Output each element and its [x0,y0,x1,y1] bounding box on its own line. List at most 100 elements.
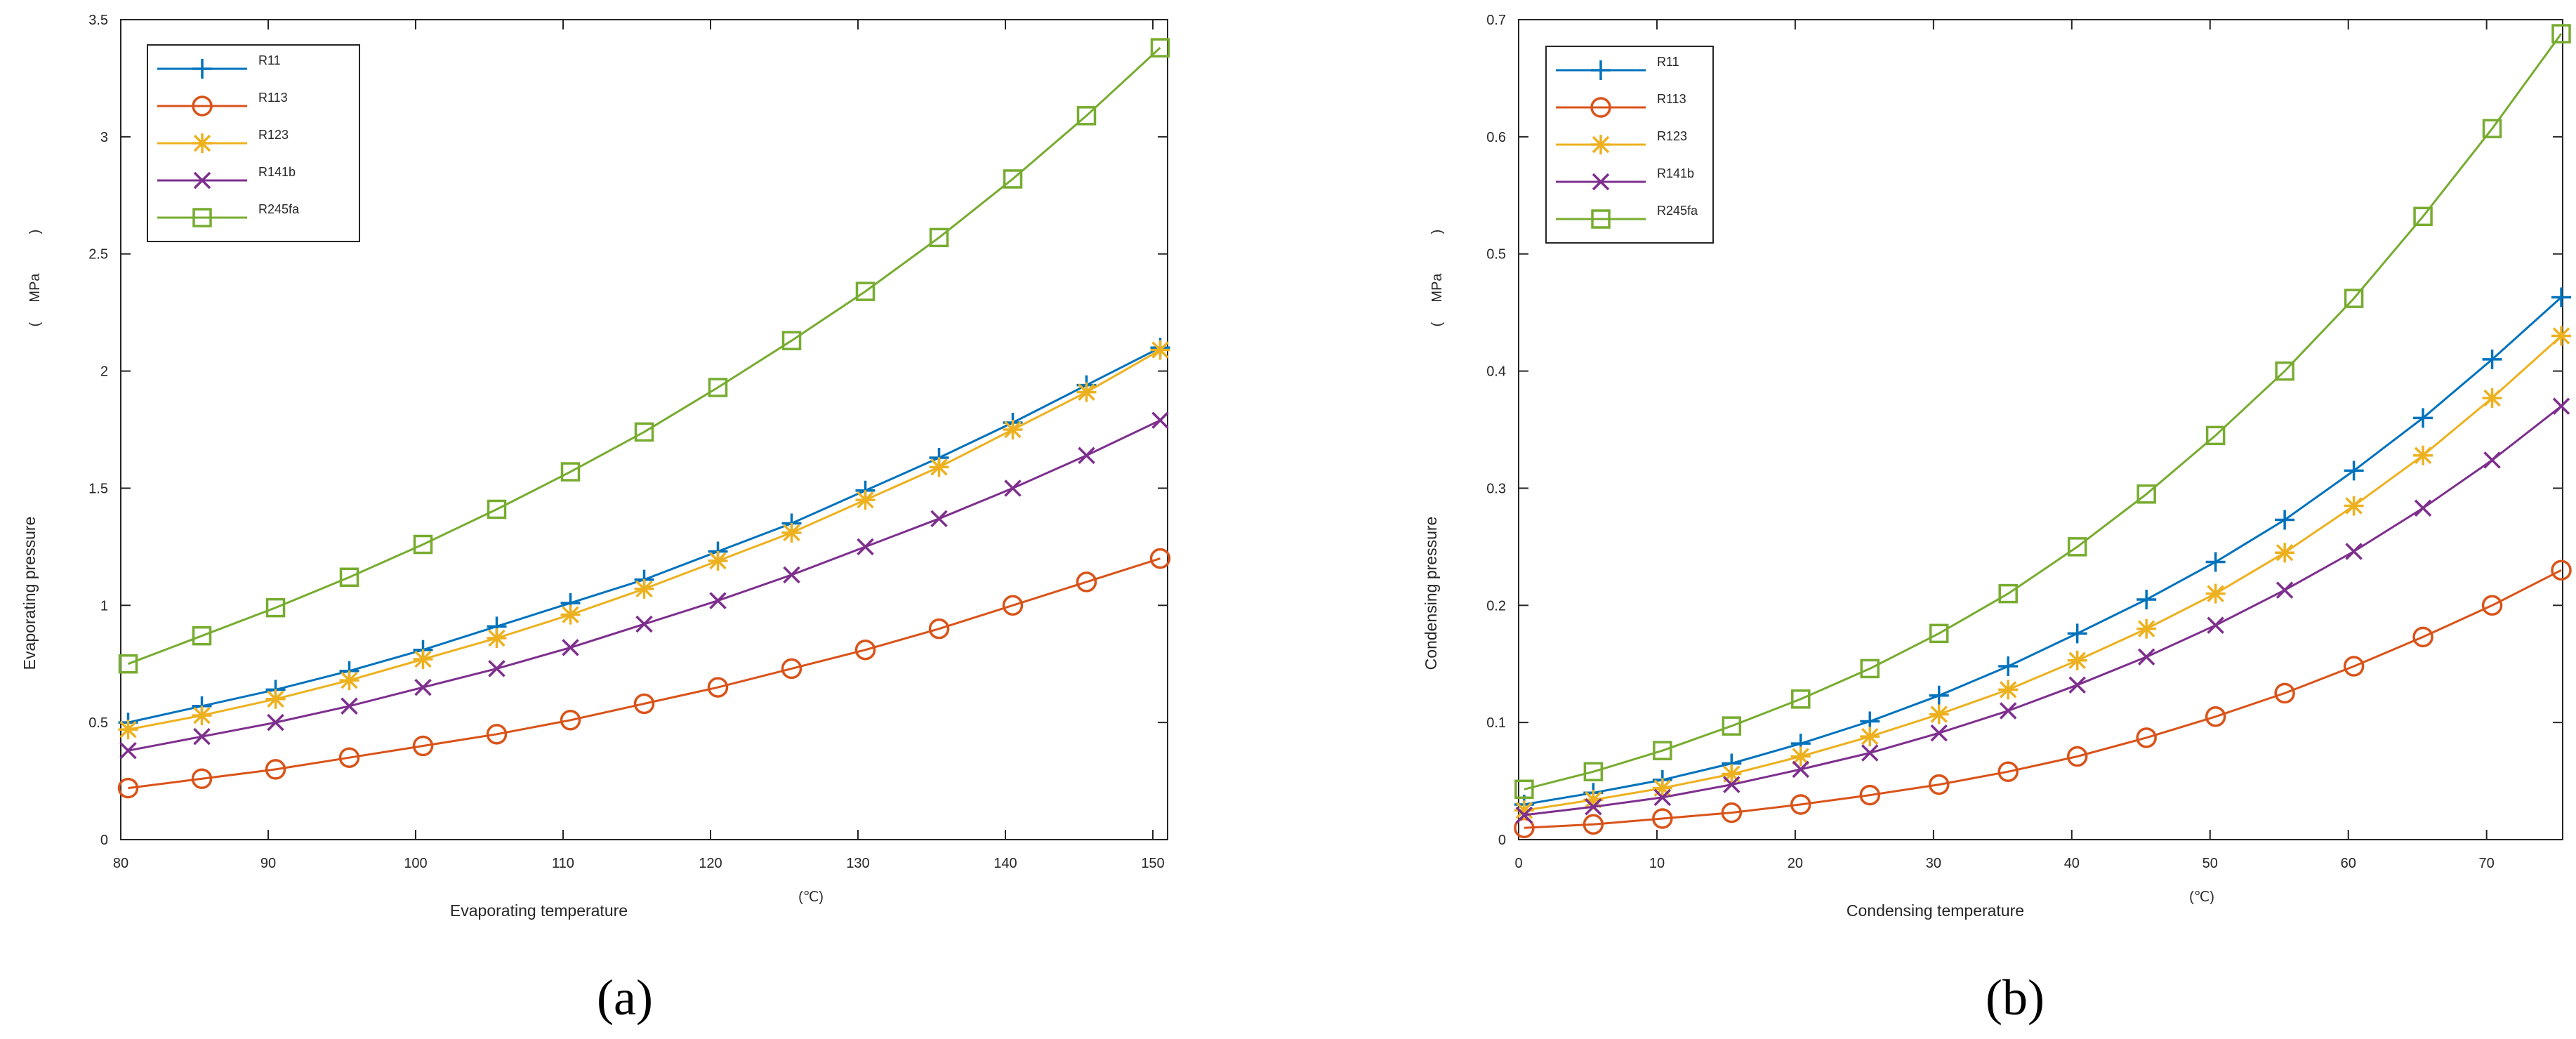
data-point-R123 [2275,543,2295,563]
y-tick-label: 2 [100,364,108,380]
data-point-R113 [2551,560,2572,581]
legend-marker-R141b [193,171,211,190]
x-axis-unit: (℃) [798,889,824,905]
data-point-R245fa [2413,206,2433,227]
data-point-R123 [634,578,654,599]
y-tick-label: 3 [100,130,108,145]
data-point-R123 [339,670,359,691]
data-point-R113 [1790,794,1811,815]
data-point-R123 [855,490,876,510]
data-point-R123 [929,457,949,477]
x-tick-label: 50 [2202,856,2218,871]
legend-marker-R123 [192,133,212,153]
data-point-R123 [1860,727,1880,747]
data-point-R141b [1999,702,2017,720]
data-point-R245fa [265,597,286,618]
data-point-R245fa [1791,689,1811,709]
x-axis-label: Condensing temperature [1847,901,2024,920]
legend-entry-R245fa: R245fa [1657,204,1698,218]
data-point-R123 [1998,680,2019,700]
legend-marker-R245fa [1591,209,1611,229]
data-point-R11 [2344,461,2364,481]
data-point-R141b [709,592,727,609]
data-point-R113 [1149,548,1171,569]
y-unit-paren-close: ) [27,230,43,234]
legend-entry-R113: R113 [1657,92,1686,106]
data-point-R123 [2551,326,2572,346]
x-tick-label: 80 [113,856,128,871]
y-tick-label: 0.6 [1486,130,1506,145]
series-line-R245fa [1524,33,2563,790]
legend-entry-R11: R11 [1657,55,1679,69]
panel-label: (b) [1986,969,2045,1026]
data-point-R245fa [929,227,949,248]
data-point-R141b [857,538,874,556]
data-point-R141b [488,660,506,677]
x-tick-label: 130 [846,856,869,871]
x-tick-label: 20 [1788,856,1803,871]
y-tick-label: 0.4 [1486,364,1506,380]
legend-entry-R123: R123 [258,128,289,142]
legend: R11 R113 R123 R141b R245fa [147,44,360,242]
data-point-R123 [2344,496,2364,516]
data-point-R141b [2137,648,2155,666]
legend-entry-R11: R11 [258,53,281,67]
data-point-R245fa [1653,741,1672,760]
data-point-R141b [1004,479,1022,497]
data-point-R11 [2275,510,2295,530]
y-tick-label: 1.5 [88,481,108,496]
y-unit-paren-close: ) [1429,230,1445,234]
data-point-R245fa [339,567,359,587]
data-point-R123 [708,550,728,571]
data-point-R245fa [1003,169,1023,189]
data-point-R123 [2067,650,2087,670]
data-point-R141b [2552,397,2570,415]
y-unit-paren-open: ( [1429,322,1445,326]
data-point-R11 [2136,589,2157,609]
data-point-R113 [486,724,508,745]
data-point-R245fa [1998,583,2018,604]
legend-marker-R113 [1590,97,1611,118]
data-point-R141b [2207,616,2224,634]
data-point-R245fa [1583,762,1604,781]
data-point-R245fa [118,654,138,674]
data-point-R123 [1150,340,1170,360]
data-point-R123 [1003,420,1023,439]
y-unit-paren-open: ( [27,322,43,326]
panel-label: (a) [597,969,653,1026]
data-point-R123 [1583,790,1604,810]
data-point-R113 [928,618,950,640]
data-point-R113 [338,747,360,768]
data-point-R123 [413,649,433,670]
data-point-R113 [2412,626,2433,648]
data-point-R123 [265,689,286,709]
legend-entry-R141b: R141b [258,165,296,179]
series-line-R245fa [127,46,1161,666]
data-point-R141b [1930,724,1948,742]
series-line-R141b [1524,405,2562,816]
data-point-R245fa [560,462,581,482]
data-point-R245fa [634,422,654,442]
series-line-R113 [128,557,1161,790]
data-point-R141b [1078,446,1095,464]
data-point-R113 [1652,808,1673,829]
data-point-R141b [635,615,653,633]
data-point-R141b [562,639,579,656]
data-point-R113 [2274,682,2295,704]
data-point-R141b [119,741,137,760]
x-axis-label: Evaporating temperature [450,901,628,920]
y-tick-label: 0.5 [88,715,108,731]
data-point-R245fa [1722,716,1742,736]
data-point-R245fa [708,378,728,397]
data-point-R141b [2345,543,2363,560]
y-unit-text: MPa [27,273,43,303]
data-point-R113 [2066,746,2088,767]
y-axis-label: Evaporating pressure [20,517,39,670]
data-point-R123 [2482,388,2502,408]
data-point-R113 [781,658,802,680]
data-point-R113 [117,777,139,799]
legend-entry-R141b: R141b [1657,166,1694,180]
data-point-R11 [2067,623,2087,644]
data-point-R123 [487,628,507,649]
data-point-R245fa [2067,537,2087,557]
